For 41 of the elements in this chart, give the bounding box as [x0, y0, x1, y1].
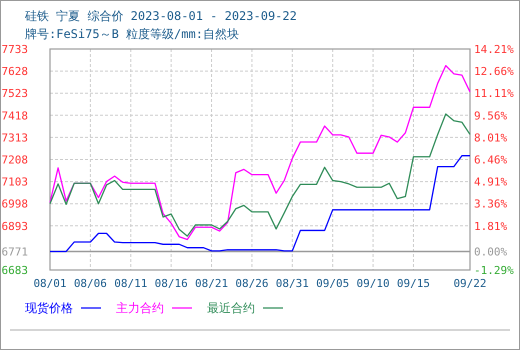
- line-series: [49, 64, 471, 240]
- y-tick-label: 7313: [2, 131, 28, 144]
- y-tick-label: 7418: [2, 109, 28, 122]
- y2-tick-label: 6.46%: [474, 154, 508, 166]
- x-tick-label: 09/05: [316, 277, 350, 290]
- legend-label: 现货价格: [25, 301, 73, 315]
- chart-subtitle: 牌号:FeSi75～B 粒度等级/mm:自然块: [25, 27, 239, 41]
- y-tick-label: 6998: [2, 198, 28, 211]
- y2-tick-label: 9.56%: [474, 109, 508, 122]
- y-tick-label: 6683: [2, 264, 28, 277]
- x-tick-label: 08/26: [235, 277, 268, 290]
- line-series: [49, 113, 471, 237]
- x-tick-label: 09/10: [356, 277, 390, 290]
- y2-tick-label: 12.66%: [474, 65, 514, 78]
- x-tick-label: 08/16: [154, 277, 188, 290]
- legend-label: 主力合约: [116, 301, 164, 315]
- y-tick-label: 7523: [2, 87, 28, 100]
- y-tick-label: 7733: [2, 43, 28, 56]
- y2-tick-label: 3.36%: [474, 198, 508, 211]
- y-tick-label: 7628: [2, 65, 28, 78]
- line-series: [49, 155, 471, 252]
- y2-tick-label: 1.81%: [474, 220, 508, 233]
- y-tick-label: 7103: [2, 176, 28, 189]
- x-tick-label: 08/31: [276, 277, 309, 290]
- x-tick-label: 08/01: [33, 277, 67, 290]
- y2-tick-label: 11.11%: [474, 87, 514, 100]
- y2-tick-label: -1.29%: [474, 264, 514, 277]
- x-tick-label: 08/11: [114, 277, 148, 290]
- x-tick-label: 09/22: [453, 277, 487, 290]
- x-tick-label: 08/06: [74, 277, 107, 290]
- y2-tick-label: 0.00%: [474, 246, 508, 259]
- legend-label: 最近合约: [207, 301, 255, 315]
- y2-tick-label: 4.91%: [474, 176, 508, 189]
- y-tick-label: 7208: [2, 154, 28, 166]
- chart-title: 硅铁 宁夏 综合价 2023-08-01 - 2023-09-22: [24, 9, 297, 23]
- x-tick-label: 08/21: [194, 277, 228, 290]
- y-tick-label: 6771: [2, 245, 28, 258]
- y2-tick-label: 8.01%: [474, 131, 508, 144]
- y2-tick-label: 14.21%: [474, 43, 514, 56]
- y-tick-label: 6893: [2, 220, 28, 233]
- x-tick-label: 09/15: [396, 277, 430, 290]
